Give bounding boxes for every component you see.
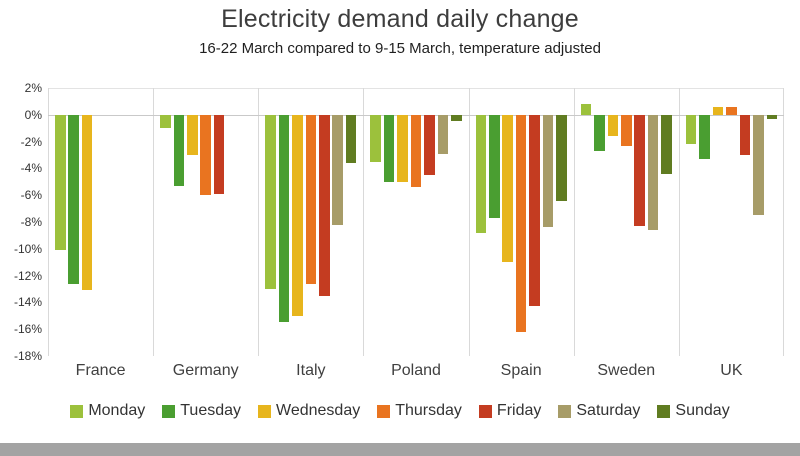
- plot-top-border: [48, 88, 784, 89]
- bar-thursday-sweden: [621, 114, 632, 146]
- y-axis-label: -14%: [13, 295, 42, 310]
- y-axis-label: 0%: [24, 107, 42, 122]
- legend-swatch-monday: [70, 404, 84, 418]
- legend-item-thursday: Thursday: [377, 402, 462, 420]
- bar-wednesday-germany: [187, 114, 198, 155]
- legend-label: Monday: [88, 402, 146, 419]
- bar-monday-france: [55, 114, 66, 251]
- legend-item-monday: Monday: [70, 402, 145, 420]
- y-axis-label: 2%: [24, 81, 42, 95]
- bar-wednesday-uk: [712, 106, 724, 115]
- y-axis-label: -18%: [13, 349, 42, 363]
- legend-item-sunday: Sunday: [657, 402, 730, 420]
- bar-monday-spain: [475, 114, 487, 233]
- legend-label: Sunday: [675, 402, 730, 419]
- bar-saturday-poland: [437, 114, 449, 154]
- legend-label: Saturday: [576, 402, 641, 419]
- category-separator-line: [469, 88, 470, 356]
- bar-tuesday-france: [68, 114, 79, 284]
- x-axis: France Germany Italy Poland Spain Sweden UK: [48, 362, 784, 386]
- x-axis-label-poland: Poland: [391, 362, 441, 379]
- x-axis-label-sweden: Sweden: [597, 362, 656, 379]
- category-separator-line: [48, 88, 49, 356]
- bar-monday-germany: [160, 114, 171, 129]
- y-axis-label: -8%: [20, 215, 42, 229]
- y-axis-label: -2%: [20, 134, 42, 149]
- legend-item-saturday: Saturday: [558, 402, 640, 420]
- bottom-gray-strip: [0, 443, 800, 456]
- legend-swatch-tuesday: [162, 404, 176, 418]
- category-separator-line: [679, 88, 680, 356]
- bar-wednesday-sweden: [607, 114, 619, 137]
- bar-saturday-sweden: [647, 114, 659, 231]
- bar-thursday-uk: [726, 106, 737, 115]
- bar-tuesday-sweden: [594, 114, 605, 151]
- bar-wednesday-poland: [397, 114, 408, 182]
- category-separator-line: [574, 88, 575, 356]
- legend-label: Wednesday: [276, 402, 361, 419]
- x-axis-label-spain: Spain: [500, 362, 542, 379]
- y-axis-label: -4%: [20, 161, 42, 176]
- bar-monday-sweden: [580, 104, 592, 115]
- plot-area: [48, 88, 784, 356]
- y-axis-label: -16%: [13, 322, 42, 337]
- bar-wednesday-france: [81, 114, 93, 291]
- bar-monday-uk: [685, 114, 697, 145]
- bar-saturday-italy: [332, 114, 343, 225]
- bar-friday-sweden: [634, 114, 645, 227]
- x-axis-label-france: France: [75, 362, 126, 379]
- bar-sunday-spain: [556, 114, 567, 201]
- bar-monday-italy: [265, 114, 276, 289]
- bar-friday-poland: [424, 114, 435, 176]
- bar-friday-uk: [739, 114, 751, 155]
- bar-thursday-germany: [200, 114, 211, 196]
- bar-sunday-uk: [766, 114, 777, 119]
- bar-friday-spain: [529, 114, 540, 307]
- bar-friday-italy: [319, 114, 330, 296]
- x-axis-label-italy: Italy: [296, 362, 326, 379]
- category-separator-line: [153, 88, 154, 356]
- legend-swatch-saturday: [558, 404, 572, 418]
- bar-wednesday-italy: [292, 114, 303, 316]
- legend-item-friday: Friday: [478, 402, 542, 420]
- legend-swatch-friday: [478, 404, 492, 418]
- y-axis-label: -12%: [13, 268, 42, 283]
- legend-label: Thursday: [395, 402, 462, 419]
- bar-tuesday-italy: [278, 114, 290, 323]
- bar-thursday-spain: [515, 114, 527, 332]
- category-separator-line: [258, 88, 259, 356]
- y-axis-label: -10%: [13, 241, 42, 256]
- chart-subtitle: 16-22 March compared to 9-15 March, temp…: [199, 40, 601, 57]
- y-axis: 2% 0% -2% -4% -6% -8% -10% -12% -14% -16% -18%: [0, 81, 42, 363]
- category-separator-line: [363, 88, 364, 356]
- bar-sunday-poland: [451, 114, 462, 122]
- bar-sunday-italy: [345, 114, 357, 164]
- legend-label: Tuesday: [180, 402, 242, 419]
- bar-thursday-italy: [305, 114, 317, 284]
- bar-saturday-uk: [753, 114, 764, 216]
- bar-thursday-poland: [410, 114, 422, 188]
- legend-swatch-wednesday: [258, 404, 272, 418]
- legend-swatch-sunday: [657, 404, 671, 418]
- bar-tuesday-uk: [699, 114, 710, 160]
- bar-tuesday-poland: [383, 114, 395, 182]
- x-axis-label-uk: UK: [720, 362, 743, 379]
- bar-wednesday-spain: [502, 114, 513, 263]
- legend: Monday Tuesday Wednesday Thursday Friday Satu…: [0, 402, 800, 420]
- legend-item-wednesday: Wednesday: [258, 402, 360, 420]
- y-axis-label: -6%: [20, 188, 42, 203]
- x-axis-label-germany: Germany: [172, 362, 239, 379]
- legend-label: Friday: [496, 402, 542, 419]
- bar-sunday-sweden: [661, 114, 672, 174]
- bar-tuesday-germany: [173, 114, 185, 186]
- bar-saturday-spain: [542, 114, 554, 228]
- bar-monday-poland: [370, 114, 381, 162]
- legend-swatch-thursday: [377, 404, 391, 418]
- chart-title: Electricity demand daily change: [221, 5, 579, 33]
- category-separator-line: [783, 88, 784, 356]
- bar-tuesday-spain: [489, 114, 500, 218]
- legend-item-tuesday: Tuesday: [162, 402, 241, 420]
- bar-friday-germany: [213, 114, 225, 194]
